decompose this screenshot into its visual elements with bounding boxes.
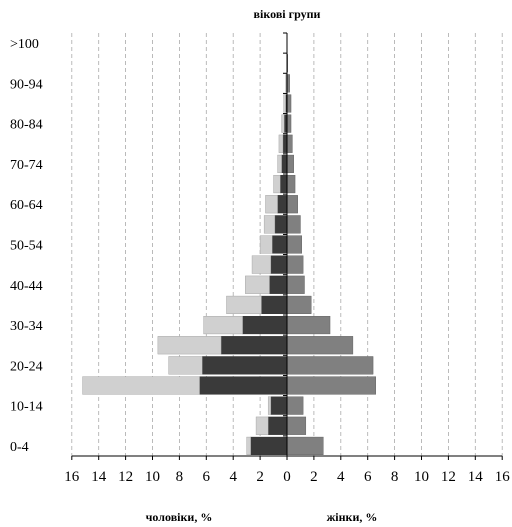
x-axis-label-male: чоловіки, %	[146, 510, 213, 524]
x-tick-label: 16	[495, 469, 511, 485]
male-bar-dark	[277, 195, 288, 214]
male-bar-dark	[282, 134, 288, 153]
male-bar-light	[251, 255, 272, 274]
female-bar	[286, 114, 292, 133]
female-bar	[286, 175, 296, 194]
male-bar-dark	[274, 215, 288, 234]
male-bar-dark	[270, 255, 288, 274]
bars-group	[82, 34, 376, 455]
male-bar-light	[82, 376, 200, 395]
male-bar-light	[277, 154, 282, 173]
male-bar-light	[203, 316, 243, 335]
male-bar-light	[246, 436, 251, 455]
male-bar-light	[285, 74, 287, 93]
female-bar	[286, 436, 324, 455]
female-bar	[286, 316, 331, 335]
category-label: 70-74	[10, 158, 43, 173]
category-label: 40-44	[10, 279, 43, 294]
female-bar	[286, 255, 304, 274]
category-label: 60-64	[10, 198, 43, 213]
male-bar-light	[283, 94, 286, 113]
male-bar-dark	[220, 336, 288, 355]
category-label: 80-84	[10, 118, 43, 133]
male-bar-dark	[199, 376, 288, 395]
x-tick-label: 8	[176, 469, 184, 485]
male-bar-light	[278, 134, 284, 153]
category-label: 90-94	[10, 77, 43, 92]
category-label: 30-34	[10, 319, 43, 334]
x-tick-label: 4	[337, 469, 345, 485]
male-bar-light	[245, 275, 270, 294]
male-bar-light	[273, 175, 281, 194]
male-bar-light	[281, 114, 285, 133]
x-tick-label: 4	[229, 469, 237, 485]
female-bar	[286, 295, 312, 314]
male-bar-dark	[272, 235, 288, 254]
category-label: 50-54	[10, 239, 43, 254]
category-labels: 0-4 10-14 20-24 30-34 40-44 50-54 60-64 70-74 80…	[10, 37, 43, 455]
male-bar-dark	[281, 154, 288, 173]
female-bar	[286, 396, 304, 415]
x-tick-label: 2	[310, 469, 318, 485]
male-bar-dark	[270, 396, 288, 415]
category-label: 20-24	[10, 359, 43, 374]
female-bar	[286, 356, 374, 375]
female-bar	[286, 376, 376, 395]
male-bar-dark	[280, 175, 288, 194]
male-bar-dark	[261, 295, 288, 314]
x-tick-label: 0	[283, 469, 291, 485]
x-tick-label: 8	[391, 469, 399, 485]
male-bar-light	[226, 295, 262, 314]
x-tick-label: 6	[364, 469, 372, 485]
x-tick-labels: 16 14 12 10 8 6 4 2 0 2 4 6 8 10 12 14 16	[64, 469, 510, 485]
x-tick-label: 14	[468, 469, 484, 485]
x-tick-label: 12	[118, 469, 133, 485]
x-tick-label: 10	[145, 469, 160, 485]
female-bar	[286, 94, 292, 113]
female-bar	[286, 154, 294, 173]
male-bar-light	[265, 195, 278, 214]
male-bar-light	[259, 235, 273, 254]
female-bar	[286, 215, 301, 234]
chart-title: вікові групи	[254, 7, 321, 21]
category-label: 0-4	[10, 440, 29, 455]
male-bar-light	[263, 215, 276, 234]
category-label: >100	[10, 37, 39, 52]
x-axis-label-female: жінки, %	[327, 510, 378, 524]
x-tick-label: 6	[203, 469, 211, 485]
male-bar-dark	[202, 356, 288, 375]
x-tick-label: 12	[441, 469, 456, 485]
male-bar-light	[168, 356, 203, 375]
x-tick-label: 16	[64, 469, 80, 485]
female-bar	[286, 336, 354, 355]
male-bar-light	[157, 336, 222, 355]
grid-lines	[71, 33, 503, 456]
axes-group	[71, 32, 503, 460]
male-bar-dark	[242, 316, 288, 335]
female-bar	[286, 416, 307, 435]
male-bar-dark	[267, 416, 288, 435]
male-bar-light	[255, 416, 269, 435]
category-label: 10-14	[10, 400, 43, 415]
female-bar	[286, 275, 305, 294]
x-tick-label: 2	[256, 469, 264, 485]
x-tick-label: 14	[91, 469, 107, 485]
female-bar	[286, 195, 298, 214]
male-bar-dark	[269, 275, 288, 294]
x-tick-label: 10	[414, 469, 429, 485]
female-bar	[286, 134, 293, 153]
male-bar-dark	[250, 436, 288, 455]
female-bar	[286, 235, 302, 254]
male-bar-light	[267, 396, 272, 415]
